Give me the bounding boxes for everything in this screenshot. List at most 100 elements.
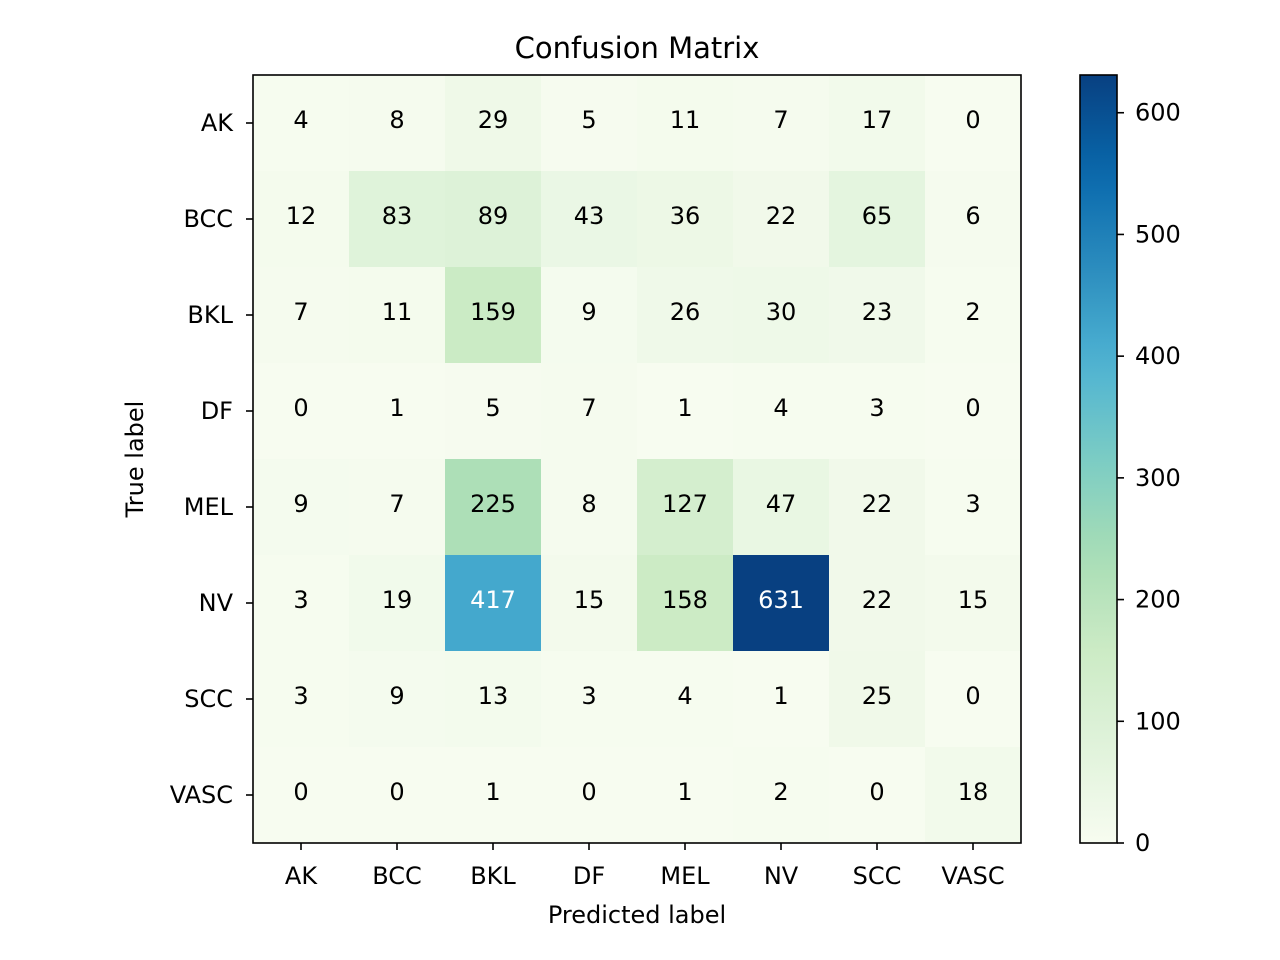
heatmap-cell — [637, 459, 734, 556]
cell-value-label: 89 — [478, 202, 509, 230]
cell-value-label: 159 — [470, 298, 516, 326]
heatmap-cell — [541, 363, 638, 460]
cell-value-label: 4 — [677, 682, 692, 710]
heatmap-cell — [733, 267, 830, 364]
colorbar-tick-label: 300 — [1135, 464, 1181, 492]
y-tick-label: MEL — [184, 493, 234, 521]
heatmap-cell — [541, 171, 638, 268]
heatmap-cell — [349, 75, 446, 172]
colorbar-tick-label: 100 — [1135, 707, 1181, 735]
cell-value-label: 0 — [965, 394, 980, 422]
cell-value-label: 22 — [862, 490, 893, 518]
cell-value-label: 158 — [662, 586, 708, 614]
heatmap-cell — [637, 363, 734, 460]
heatmap-cell — [637, 75, 734, 172]
heatmap-cell — [733, 459, 830, 556]
x-tick-label: AK — [285, 862, 318, 890]
heatmap-cell — [349, 363, 446, 460]
cell-value-label: 8 — [581, 490, 596, 518]
heatmap-cell — [637, 555, 734, 652]
cell-value-label: 7 — [581, 394, 596, 422]
colorbar-tick-label: 200 — [1135, 586, 1181, 614]
cell-value-label: 11 — [670, 106, 701, 134]
cell-value-label: 631 — [758, 586, 804, 614]
heatmap-cell — [349, 459, 446, 556]
cell-value-label: 9 — [389, 682, 404, 710]
cell-value-label: 7 — [773, 106, 788, 134]
cell-value-label: 13 — [478, 682, 509, 710]
y-tick-label: SCC — [184, 685, 233, 713]
cell-value-label: 1 — [773, 682, 788, 710]
cell-value-label: 43 — [574, 202, 605, 230]
heatmap-cell — [445, 75, 542, 172]
x-tick-label: MEL — [660, 862, 710, 890]
heatmap-cell — [829, 171, 926, 268]
heatmap-cell — [733, 363, 830, 460]
heatmap-cell — [925, 363, 1022, 460]
heatmap-cell — [445, 651, 542, 748]
x-tick-label: SCC — [853, 862, 902, 890]
heatmap-cell — [829, 555, 926, 652]
cell-value-label: 7 — [293, 298, 308, 326]
heatmap-cell — [253, 75, 350, 172]
heatmap-cell — [349, 171, 446, 268]
heatmap-cell — [253, 747, 350, 844]
heatmap-cell — [541, 75, 638, 172]
heatmap-cell — [829, 75, 926, 172]
heatmap-cell — [253, 651, 350, 748]
heatmap-cell — [925, 171, 1022, 268]
cell-value-label: 0 — [293, 778, 308, 806]
cell-value-label: 29 — [478, 106, 509, 134]
heatmap-cell — [829, 363, 926, 460]
cell-value-label: 3 — [869, 394, 884, 422]
cell-value-label: 25 — [862, 682, 893, 710]
cell-value-label: 26 — [670, 298, 701, 326]
cell-value-label: 22 — [862, 586, 893, 614]
heatmap-cell — [733, 171, 830, 268]
heatmap-axes — [252, 74, 1022, 844]
cell-value-label: 1 — [485, 778, 500, 806]
cell-value-label: 4 — [293, 106, 308, 134]
heatmap-cell — [253, 267, 350, 364]
heatmap-cell — [349, 267, 446, 364]
x-axis-label: Predicted label — [548, 901, 726, 929]
x-axis-ticks: AK BCC BKL DF MEL NV SCC VASC — [285, 843, 1005, 890]
cell-value-label: 3 — [581, 682, 596, 710]
cell-value-label: 30 — [766, 298, 797, 326]
cell-value-label: 0 — [869, 778, 884, 806]
heatmap-cells — [253, 75, 1022, 844]
cell-value-label: 65 — [862, 202, 893, 230]
heatmap-cell — [541, 651, 638, 748]
cell-value-label: 2 — [773, 778, 788, 806]
heatmap-cell — [829, 747, 926, 844]
y-axis-label: True label — [121, 401, 149, 519]
cell-value-label: 1 — [389, 394, 404, 422]
cell-value-label: 1 — [677, 394, 692, 422]
cell-value-label: 6 — [965, 202, 980, 230]
heatmap-cell — [925, 75, 1022, 172]
cell-value-label: 36 — [670, 202, 701, 230]
y-tick-label: AK — [201, 109, 234, 137]
heatmap-cell — [349, 651, 446, 748]
cell-value-label: 15 — [958, 586, 989, 614]
heatmap-cell-labels: 4 8 29 5 11 7 17 012 83 89 43 36 22 65 67 11 159 9 26 30 23 2… — [286, 106, 989, 806]
cell-value-label: 9 — [581, 298, 596, 326]
cell-value-label: 3 — [293, 586, 308, 614]
heatmap-cell — [541, 747, 638, 844]
cell-value-label: 0 — [965, 106, 980, 134]
heatmap-cell — [349, 555, 446, 652]
heatmap-cell — [925, 459, 1022, 556]
cell-value-label: 127 — [662, 490, 708, 518]
y-tick-label: BCC — [183, 205, 233, 233]
heatmap-cell — [733, 747, 830, 844]
heatmap-cell — [253, 555, 350, 652]
heatmap-cell — [253, 459, 350, 556]
heatmap-cell — [829, 267, 926, 364]
cell-value-label: 83 — [382, 202, 413, 230]
heatmap-cell — [445, 363, 542, 460]
heatmap-cell — [445, 171, 542, 268]
heatmap-cell — [925, 651, 1022, 748]
heatmap-cell — [829, 651, 926, 748]
heatmap-cell — [445, 555, 542, 652]
